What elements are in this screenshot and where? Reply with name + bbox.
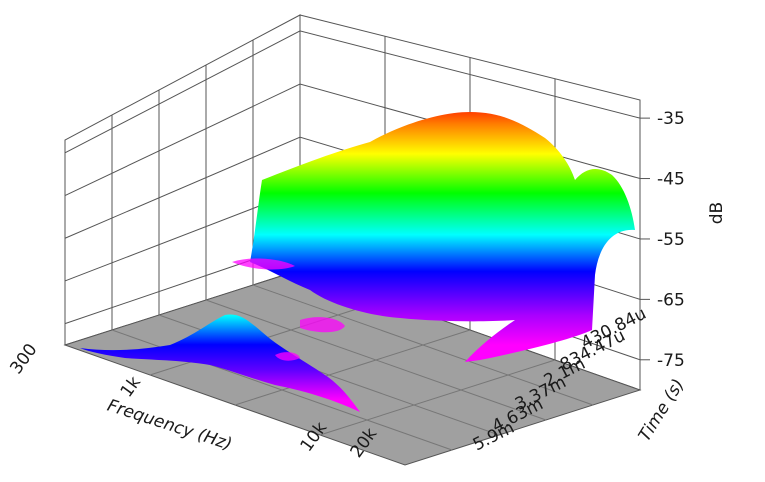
x-axis-label: Frequency (Hz) — [105, 396, 235, 455]
z-tick-labels: -35 -45 -55 -65 -75 — [640, 109, 685, 371]
x-tick-label: 300 — [6, 340, 41, 378]
z-tick-label: -35 — [657, 109, 685, 129]
z-grid-line — [64, 30, 641, 154]
floor-grid-line — [234, 329, 471, 406]
surface-main — [250, 112, 635, 362]
surface-second — [80, 314, 360, 412]
z-tick-label: -65 — [657, 290, 685, 310]
z-axis-label: dB — [707, 202, 727, 224]
z-tick-label: -55 — [657, 230, 685, 250]
floor-grid-line — [319, 359, 556, 436]
x-tick-label: 1k — [117, 373, 145, 402]
z-tick-label: -75 — [657, 351, 685, 371]
z-tick-label: -45 — [657, 170, 685, 190]
y-axis-label: Time (s) — [635, 376, 689, 446]
